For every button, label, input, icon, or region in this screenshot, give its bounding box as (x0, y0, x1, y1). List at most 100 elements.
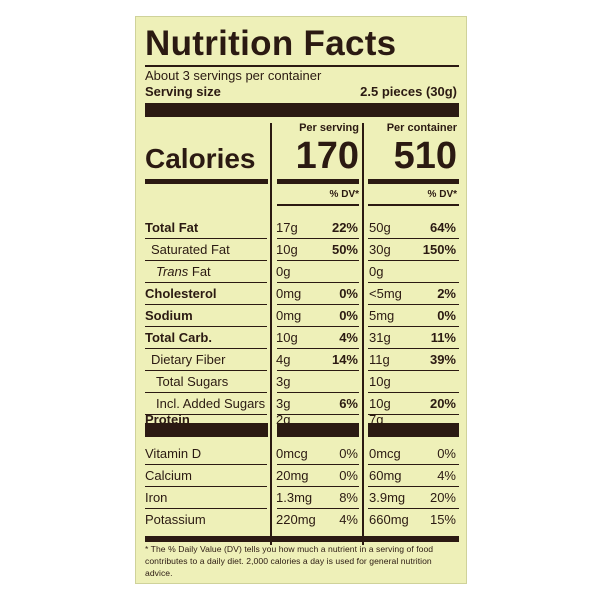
amount-per-serving: 1.3mg (276, 490, 313, 505)
nutrient-name: Total Carb. (145, 330, 212, 345)
calories-rule (277, 179, 359, 184)
column-divider (362, 123, 364, 545)
row-rule (277, 282, 359, 283)
nutrient-row-sodium: Sodium 0mg 0% 5mg 0% (136, 305, 468, 327)
thick-rule (145, 103, 459, 117)
amount-per-container: 10g (369, 396, 391, 411)
dv-per-container: 4% (437, 468, 456, 483)
vitamin-name: Potassium (145, 512, 206, 527)
vitamin-name: Iron (145, 490, 168, 505)
protein-rule (145, 423, 268, 437)
amount-per-serving: 3g (276, 374, 291, 389)
nutrient-name: Total Fat (145, 220, 199, 235)
nutrient-row-trans-fat: Trans Fat 0g 0g (136, 261, 468, 283)
column-divider (270, 123, 272, 545)
row-rule (368, 392, 459, 393)
dv-per-container: 15% (429, 512, 456, 527)
nutrient-name: Sodium (145, 308, 193, 323)
dv-per-serving: 6% (339, 396, 358, 411)
row-rule (145, 486, 267, 487)
row-rule (277, 414, 359, 415)
row-rule (368, 414, 459, 415)
calories-rule (145, 179, 268, 184)
row-rule (368, 486, 459, 487)
nutrient-name-italic: Trans (156, 264, 189, 279)
row-rule (368, 304, 459, 305)
dv-per-container: 20% (429, 396, 456, 411)
row-rule (145, 238, 267, 239)
dv-per-container: 0% (437, 446, 456, 461)
calories-rule (368, 179, 459, 184)
nutrient-name: Dietary Fiber (151, 352, 226, 367)
dv-per-container: 0% (437, 308, 456, 323)
vitamin-row-vitamin-d: Vitamin D 0mcg 0% 0mcg 0% (136, 443, 468, 465)
nutrient-name: Incl. Added Sugars (156, 396, 266, 411)
amount-per-serving: 0g (276, 264, 291, 279)
daily-value-footnote: * The % Daily Value (DV) tells you how m… (145, 544, 434, 578)
calories-per-serving: 170 (295, 135, 359, 177)
dv-per-serving: 0% (339, 446, 358, 461)
nutrient-row-total-sugars: Total Sugars 3g 10g (136, 371, 468, 393)
amount-per-serving: 4g (276, 352, 291, 367)
amount-per-serving: 0mcg (276, 446, 308, 461)
dv-header-rule (368, 204, 459, 206)
nutrient-row-cholesterol: Cholesterol 0mg 0% <5mg 2% (136, 283, 468, 305)
calories-per-container: 510 (393, 135, 457, 177)
serving-size-value: 2.5 pieces (30g) (360, 84, 457, 99)
nutrient-row-added-sugars: Incl. Added Sugars 3g 6% 10g 20% (136, 393, 468, 415)
vitamin-row-iron: Iron 1.3mg 8% 3.9mg 20% (136, 487, 468, 509)
row-rule (277, 304, 359, 305)
nutrient-name: Trans Fat (156, 261, 278, 283)
row-rule (145, 370, 267, 371)
amount-per-serving: 3g (276, 396, 291, 411)
column-header-container: Per container (386, 122, 457, 134)
dv-per-serving (312, 371, 358, 393)
title-rule (145, 65, 459, 67)
amount-per-container: 5mg (369, 308, 395, 323)
amount-per-serving: 220mg (276, 512, 316, 527)
amount-per-serving: 10g (276, 242, 298, 257)
vitamin-row-potassium: Potassium 220mg 4% 660mg 15% (136, 509, 468, 531)
dv-header-rule (277, 204, 359, 206)
row-rule (145, 414, 267, 415)
nutrient-row-total-carb: Total Carb. 10g 4% 31g 11% (136, 327, 468, 349)
nutrient-row-saturated-fat: Saturated Fat 10g 50% 30g 150% (136, 239, 468, 261)
amount-per-serving: 20mg (276, 468, 309, 483)
row-rule (368, 370, 459, 371)
amount-per-container: 660mg (369, 512, 409, 527)
amount-per-container: 0mcg (369, 446, 401, 461)
amount-per-container: 3.9mg (369, 490, 406, 505)
row-rule (277, 326, 359, 327)
amount-per-container: 50g (369, 220, 391, 235)
dv-header-serving: % DV* (329, 189, 359, 200)
row-rule (145, 392, 267, 393)
nutrient-row-protein: Protein 2g 7g (136, 412, 468, 427)
amount-per-serving: 10g (276, 330, 298, 345)
vitamin-row-calcium: Calcium 20mg 0% 60mg 4% (136, 465, 468, 487)
dv-per-serving: 22% (331, 220, 358, 235)
row-rule (145, 326, 267, 327)
row-rule (368, 260, 459, 261)
dv-per-container: 11% (430, 330, 456, 345)
row-rule (277, 348, 359, 349)
row-rule (277, 486, 359, 487)
dv-per-serving: 4% (339, 330, 358, 345)
dv-per-serving: 14% (331, 352, 358, 367)
dv-per-container: 39% (429, 352, 456, 367)
row-rule (145, 464, 267, 465)
nutrient-name-rest: Fat (188, 264, 211, 279)
amount-per-container: 11g (369, 352, 390, 367)
amount-per-container: 10g (369, 374, 391, 389)
row-rule (277, 260, 359, 261)
protein-rule (277, 423, 359, 437)
row-rule (368, 282, 459, 283)
row-rule (277, 370, 359, 371)
row-rule (277, 464, 359, 465)
row-rule (368, 464, 459, 465)
row-rule (277, 392, 359, 393)
row-rule (368, 326, 459, 327)
vitamin-name: Calcium (145, 468, 192, 483)
row-rule (145, 348, 267, 349)
dv-per-serving: 50% (331, 242, 358, 257)
amount-per-container: 30g (369, 242, 391, 257)
